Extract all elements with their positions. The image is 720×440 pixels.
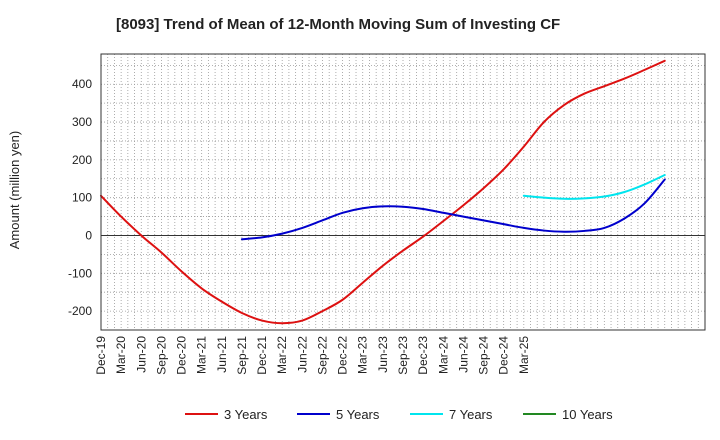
y-tick-label: 0 (85, 228, 92, 242)
series-line-3-years (100, 59, 666, 325)
x-tick-label: Jun-23 (376, 336, 390, 373)
x-tick-label: Sep-21 (235, 336, 249, 375)
x-tick-label: Mar-23 (356, 336, 370, 374)
grid (101, 54, 705, 330)
x-tick-label: Sep-22 (315, 336, 329, 375)
legend-label-3-years: 3 Years (224, 407, 268, 422)
legend-label-7-years: 7 Years (449, 407, 493, 422)
y-tick-label: -200 (68, 304, 92, 318)
y-axis-label: Amount (million yen) (7, 131, 22, 250)
x-tick-labels: Dec-19 Mar-20 Jun-20 Sep-20 Dec-20 Mar-21 Jun-… (94, 336, 531, 375)
x-tick-label: Mar-20 (114, 336, 128, 374)
series-line-5-years (240, 178, 666, 241)
x-tick-label: Mar-22 (275, 336, 289, 374)
series-line-7-years (522, 173, 666, 200)
x-tick-label: Dec-19 (94, 336, 108, 375)
x-tick-label: Dec-23 (416, 336, 430, 375)
chart-title: [8093] Trend of Mean of 12-Month Moving … (116, 16, 560, 33)
x-tick-label: Dec-24 (497, 336, 511, 375)
y-tick-labels: -200 -100 0 100 200 300 400 (68, 77, 92, 318)
x-tick-label: Sep-24 (477, 336, 491, 375)
x-tick-label: Dec-20 (175, 336, 189, 375)
x-tick-label: Sep-23 (396, 336, 410, 375)
x-tick-label: Jun-21 (215, 336, 229, 373)
y-tick-label: 400 (72, 77, 92, 91)
x-tick-label: Dec-21 (255, 336, 269, 375)
x-tick-label: Jun-22 (295, 336, 309, 373)
x-tick-label: Dec-22 (336, 336, 350, 375)
x-tick-label: Mar-25 (517, 336, 531, 374)
x-tick-label: Jun-20 (134, 336, 148, 373)
series-group (100, 59, 666, 325)
legend-label-10-years: 10 Years (562, 407, 613, 422)
x-tick-label: Sep-20 (154, 336, 168, 375)
x-tick-label: Mar-24 (436, 336, 450, 374)
legend: 3 Years 5 Years 7 Years 10 Years (185, 407, 613, 422)
x-tick-label: Jun-24 (456, 336, 470, 373)
x-tick-label: Mar-21 (195, 336, 209, 374)
y-tick-label: 200 (72, 153, 92, 167)
plot-frame (100, 53, 706, 331)
y-tick-label: 300 (72, 115, 92, 129)
legend-label-5-years: 5 Years (336, 407, 380, 422)
y-tick-label: -100 (68, 266, 92, 280)
y-tick-label: 100 (72, 191, 92, 205)
